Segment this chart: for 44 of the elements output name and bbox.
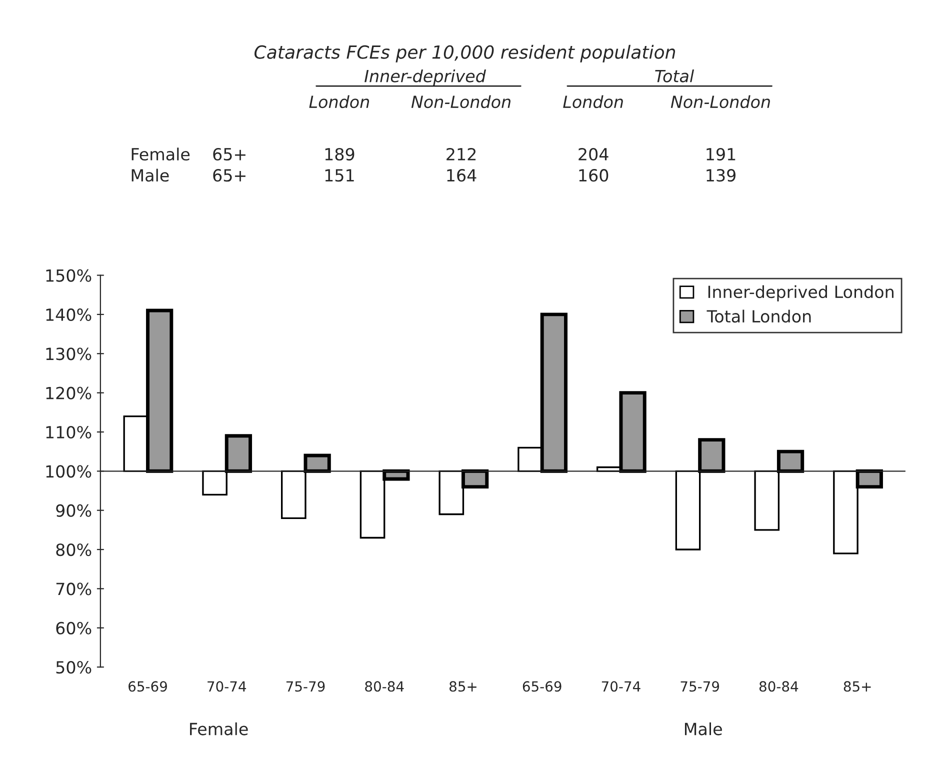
text: 160 bbox=[579, 169, 608, 182]
x-tick-label: 75-79 bbox=[286, 681, 325, 692]
text: 191 bbox=[706, 148, 736, 161]
x-tick-label: 80-84 bbox=[759, 681, 798, 692]
x-tick-label: 70-74 bbox=[602, 681, 640, 692]
text: Inner-deprived bbox=[364, 69, 486, 86]
text: 164 bbox=[447, 169, 476, 182]
text: 204 bbox=[578, 148, 608, 161]
y-tick-label: 80% bbox=[56, 543, 92, 556]
text: Male bbox=[132, 168, 169, 182]
text: London bbox=[563, 95, 623, 108]
legend-label: Total London bbox=[706, 310, 811, 323]
y-tick-label: 100% bbox=[46, 465, 92, 478]
x-tick-label: 70-74 bbox=[208, 681, 246, 692]
y-tick-label: 110% bbox=[46, 426, 92, 439]
text: 65+ bbox=[213, 148, 246, 161]
y-tick-label: 140% bbox=[46, 308, 92, 322]
text: 212 bbox=[446, 148, 476, 160]
text: Female bbox=[190, 722, 248, 736]
y-tick-label: 90% bbox=[56, 504, 92, 517]
y-tick-label: 70% bbox=[56, 582, 92, 596]
text: 139 bbox=[706, 169, 736, 182]
y-tick-label: 60% bbox=[56, 622, 92, 634]
y-tick-label: 130% bbox=[46, 348, 92, 360]
legend-label: Inner-deprived London bbox=[708, 285, 894, 302]
text: Non-London bbox=[670, 95, 770, 108]
x-tick-label: 80-84 bbox=[365, 681, 404, 692]
text: 151 bbox=[325, 169, 354, 182]
text: 189 bbox=[325, 148, 354, 161]
x-tick-label: 75-79 bbox=[680, 681, 720, 692]
text: Non-London bbox=[411, 95, 510, 108]
x-tick-label: 65-69 bbox=[522, 681, 562, 692]
text: Total bbox=[655, 69, 694, 82]
y-tick-label: 150% bbox=[46, 269, 92, 282]
text: Male bbox=[684, 722, 722, 736]
x-tick-label: 85+ bbox=[844, 681, 871, 692]
text: London bbox=[309, 95, 370, 108]
text: 65+ bbox=[213, 169, 246, 182]
x-tick-label: 85+ bbox=[450, 681, 476, 692]
text: Female bbox=[132, 148, 190, 161]
y-tick-label: 50% bbox=[56, 661, 92, 674]
x-tick-label: 65-69 bbox=[128, 681, 167, 692]
y-tick-label: 120% bbox=[46, 386, 92, 400]
chart-title: Cataracts FCEs per 10,000 resident population bbox=[254, 44, 676, 62]
